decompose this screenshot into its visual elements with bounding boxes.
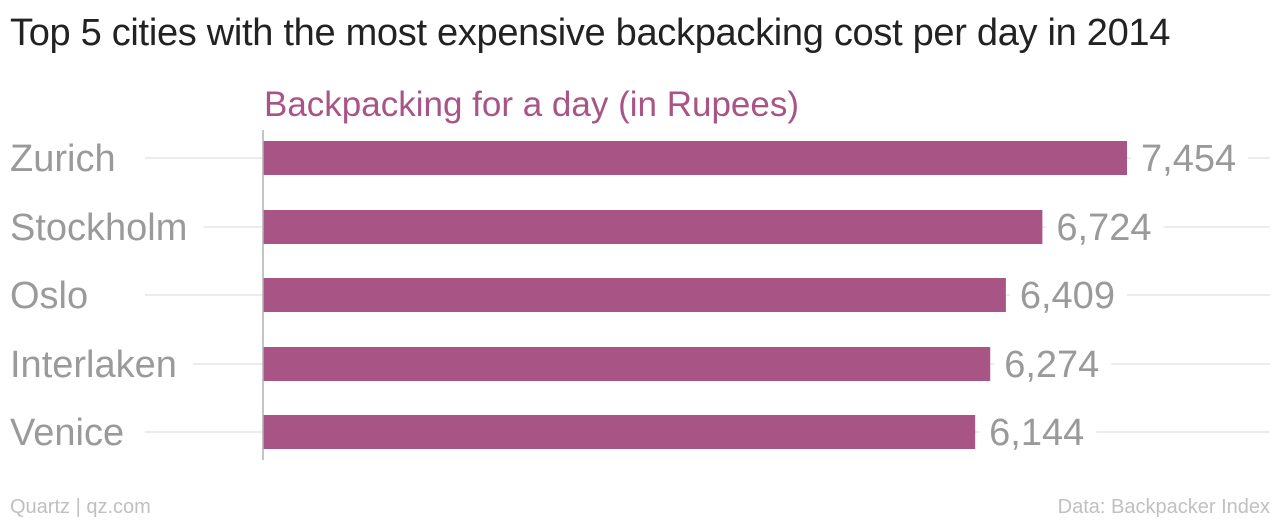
category-label-backdrop: [6, 344, 193, 386]
value-labels: 7,454 6,724 6,409 6,274 6,144: [979, 138, 1249, 454]
category-labels: Zurich Stockholm Oslo Interlaken Venice: [6, 138, 204, 454]
value-label: 6,409: [1020, 275, 1115, 317]
series-label: Backpacking for a day (in Rupees): [264, 85, 799, 124]
footer-credit: Quartz | qz.com: [10, 496, 151, 518]
value-label: 6,274: [1004, 344, 1099, 386]
value-label: 7,454: [1141, 138, 1236, 180]
footer-source: Data: Backpacker Index: [1057, 496, 1270, 518]
bar: [263, 210, 1043, 244]
category-label: Interlaken: [10, 344, 177, 386]
bar: [263, 347, 991, 381]
value-label-backdrop: [1131, 138, 1249, 180]
category-label: Oslo: [10, 275, 88, 317]
value-label: 6,144: [989, 412, 1084, 454]
category-label-backdrop: [6, 275, 105, 317]
bar: [263, 415, 976, 449]
chart-title: Top 5 cities with the most expensive bac…: [10, 12, 1171, 54]
category-label-backdrop: [6, 207, 204, 249]
value-label-backdrop: [1046, 207, 1164, 249]
category-label: Venice: [10, 412, 124, 454]
value-label-backdrop: [994, 344, 1112, 386]
category-label: Stockholm: [10, 207, 187, 249]
bar: [263, 278, 1006, 312]
value-label: 6,724: [1056, 207, 1151, 249]
bar: [263, 141, 1127, 175]
value-label-backdrop: [1009, 275, 1127, 317]
category-label-backdrop: [6, 138, 132, 180]
category-label: Zurich: [10, 138, 116, 180]
category-label-backdrop: [6, 412, 141, 454]
value-label-backdrop: [979, 412, 1097, 454]
bars: [263, 141, 1127, 449]
